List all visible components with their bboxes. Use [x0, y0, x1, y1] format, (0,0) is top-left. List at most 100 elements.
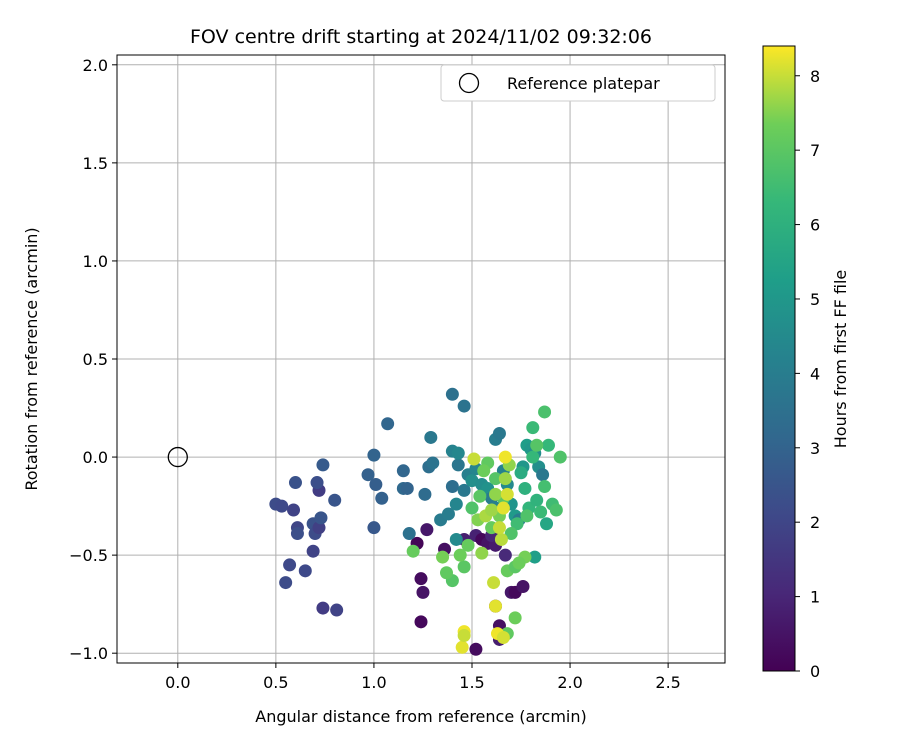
data-point — [467, 452, 481, 466]
legend: Reference platepar — [440, 64, 716, 102]
data-point — [287, 503, 301, 517]
data-point — [492, 427, 506, 441]
data-point — [494, 532, 508, 546]
data-point — [489, 487, 503, 501]
plot-points — [269, 387, 567, 656]
data-point — [538, 479, 552, 493]
y-tick-label: 1.0 — [83, 252, 108, 271]
data-point — [400, 481, 414, 495]
colorbar-tick-label: 8 — [810, 67, 820, 86]
data-point — [530, 438, 544, 452]
data-point — [369, 478, 383, 492]
data-point — [451, 446, 465, 460]
data-point — [487, 576, 501, 590]
data-point — [514, 466, 528, 480]
data-point — [310, 476, 324, 490]
data-point — [316, 601, 330, 615]
y-tick-label: 0.5 — [83, 350, 108, 369]
data-point — [457, 399, 471, 413]
data-point — [485, 503, 499, 517]
data-point — [288, 476, 302, 490]
data-point — [436, 550, 450, 564]
colorbar-gradient — [762, 45, 796, 672]
data-point — [510, 517, 524, 531]
data-point — [445, 387, 459, 401]
data-point — [414, 572, 428, 586]
x-tick-label: 1.5 — [459, 673, 484, 692]
data-point — [367, 448, 381, 462]
data-point — [441, 507, 455, 521]
data-point — [457, 483, 471, 497]
data-point — [451, 458, 465, 472]
data-point — [500, 487, 514, 501]
data-point — [528, 550, 542, 564]
data-point — [420, 523, 434, 537]
y-tick-label: 2.0 — [83, 56, 108, 75]
x-axis: 0.0 0.5 1.0 1.5 2.0 2.5 — [165, 663, 681, 692]
data-point — [526, 450, 540, 464]
data-point — [553, 450, 567, 464]
x-tick-label: 0.0 — [165, 673, 190, 692]
data-point — [504, 527, 518, 541]
x-tick-label: 0.5 — [263, 673, 288, 692]
data-point — [496, 631, 510, 645]
data-point — [416, 585, 430, 599]
data-point — [540, 517, 554, 531]
colorbar-ticks: 0 1 2 3 4 5 6 7 8 — [795, 67, 820, 681]
colorbar-tick-label: 3 — [810, 439, 820, 458]
colorbar-tick-label: 2 — [810, 513, 820, 532]
data-point — [541, 438, 555, 452]
data-point — [414, 615, 428, 629]
colorbar-tick-label: 6 — [810, 216, 820, 235]
data-point — [426, 456, 440, 470]
data-point — [298, 564, 312, 578]
y-axis: −1.0 −0.5 0.0 0.5 1.0 1.5 2.0 — [69, 56, 117, 663]
chart-title: FOV centre drift starting at 2024/11/02 … — [190, 26, 652, 48]
data-point — [290, 527, 304, 541]
reference-platepar-point — [167, 446, 188, 468]
colorbar: 0 1 2 3 4 5 6 7 8 Hours from first FF file — [762, 45, 850, 681]
data-point — [469, 642, 483, 656]
data-point — [316, 458, 330, 472]
data-point — [283, 558, 297, 572]
data-point — [424, 430, 438, 444]
data-point — [465, 474, 479, 488]
data-point — [279, 576, 293, 590]
x-tick-label: 1.0 — [361, 673, 386, 692]
data-point — [530, 493, 544, 507]
data-point — [457, 560, 471, 574]
data-point — [520, 509, 534, 523]
data-point — [477, 464, 491, 478]
data-point — [465, 501, 479, 515]
colorbar-tick-label: 7 — [810, 141, 820, 160]
data-point — [538, 405, 552, 419]
data-point — [449, 497, 463, 511]
legend-label-reference: Reference platepar — [507, 74, 660, 93]
data-point — [445, 479, 459, 493]
data-point — [512, 556, 526, 570]
data-point — [489, 472, 503, 486]
legend-box — [440, 64, 716, 102]
data-point — [367, 521, 381, 535]
data-point — [536, 468, 550, 482]
data-point — [406, 544, 420, 558]
data-point — [275, 499, 289, 513]
data-point — [461, 538, 475, 552]
colorbar-tick-label: 1 — [810, 588, 820, 607]
data-point — [381, 417, 395, 431]
y-tick-label: −0.5 — [69, 546, 108, 565]
colorbar-tick-label: 5 — [810, 290, 820, 309]
data-point — [439, 566, 453, 580]
data-point — [526, 421, 540, 435]
colorbar-label: Hours from first FF file — [831, 270, 850, 449]
data-point — [402, 527, 416, 541]
colorbar-tick-label: 4 — [810, 364, 820, 383]
data-point — [492, 521, 506, 535]
data-point — [516, 580, 530, 594]
data-point — [455, 640, 469, 654]
data-point — [498, 450, 512, 464]
data-point — [457, 629, 471, 643]
data-point — [473, 489, 487, 503]
data-point — [453, 548, 467, 562]
